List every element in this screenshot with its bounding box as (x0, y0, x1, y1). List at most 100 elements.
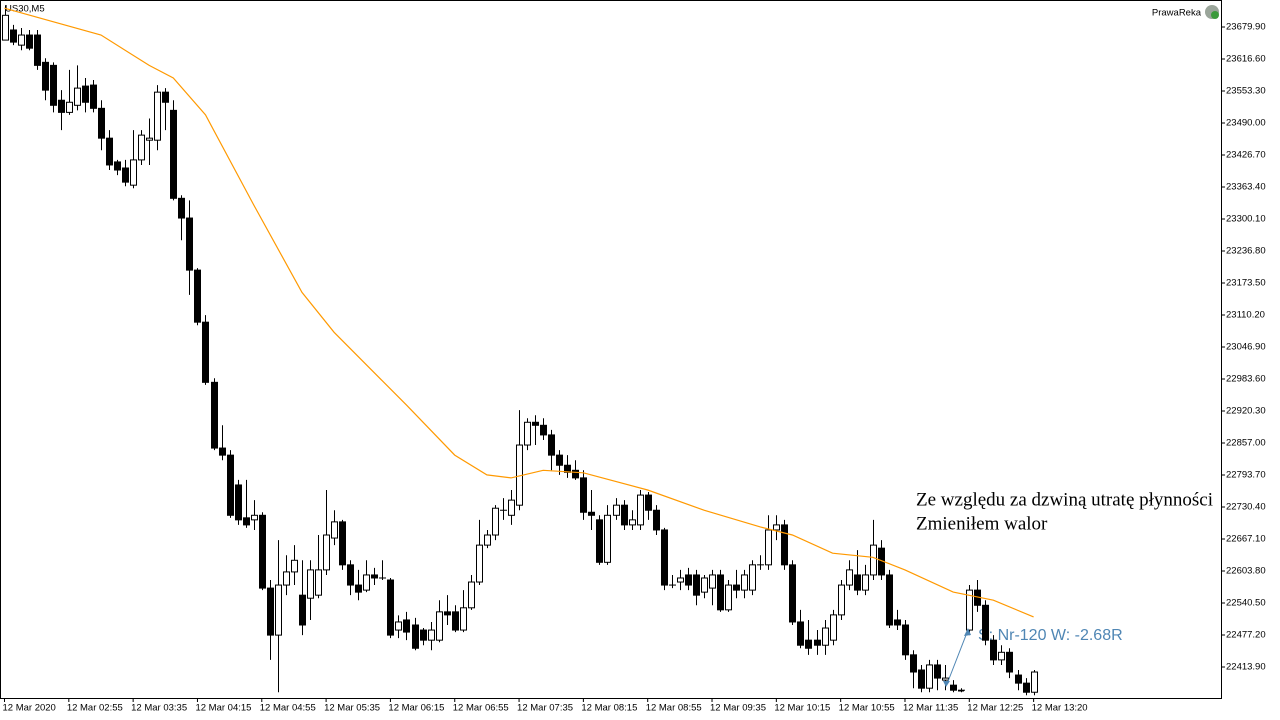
candle-body (10, 29, 17, 43)
candle-body (629, 519, 636, 526)
broker-icon (1205, 5, 1219, 19)
candle-body (235, 484, 242, 521)
candle-body (363, 574, 370, 591)
y-tick-label: 22983.60 (1226, 374, 1266, 385)
candle-body (146, 137, 153, 141)
candle-body (725, 584, 732, 611)
candle-body (894, 619, 901, 626)
candle-body (468, 581, 475, 609)
candle-body (114, 161, 121, 171)
candle-body (202, 321, 209, 383)
trade-arrow (943, 628, 971, 692)
candle-body (138, 134, 145, 161)
candle-body (492, 507, 499, 536)
candle-body (211, 381, 218, 449)
candle-body (82, 85, 89, 103)
candle-body (789, 564, 796, 623)
candle-body (548, 434, 555, 456)
candle-body (291, 559, 298, 573)
y-tick-label: 22730.40 (1226, 502, 1266, 513)
candle-body (170, 109, 177, 199)
candle-body (653, 509, 660, 531)
trade-label: S: Nr-120 W: -2.68R (978, 627, 1123, 644)
candle-body (90, 84, 97, 109)
candle-body (34, 34, 41, 66)
candle-body (1006, 651, 1013, 673)
candle-body (765, 529, 772, 566)
candle-body (178, 197, 185, 219)
y-tick-label: 23110.20 (1226, 310, 1265, 321)
candle-body (982, 604, 989, 641)
candle-body (685, 574, 692, 586)
candle-body (26, 34, 33, 49)
x-tick-label: 12 Mar 04:15 (195, 703, 251, 714)
candle-body (267, 587, 274, 636)
candle-body (701, 577, 708, 593)
candle-body (621, 504, 628, 526)
candle-body (645, 494, 652, 511)
candle-body (243, 517, 250, 526)
candle-body (709, 574, 716, 589)
candle-body (998, 651, 1005, 661)
candle-body (910, 654, 917, 673)
candle-body (950, 684, 957, 691)
candle-body (1031, 671, 1038, 693)
y-tick-label: 22857.00 (1226, 438, 1266, 449)
candle-body (1023, 682, 1030, 693)
candle-body (886, 574, 893, 626)
candle-body (588, 511, 595, 516)
y-tick-label: 22477.20 (1226, 630, 1266, 641)
x-tick-label: 12 Mar 06:55 (453, 703, 509, 714)
candle-body (371, 574, 378, 579)
candle-body (862, 574, 869, 591)
candle-body (50, 64, 57, 106)
candle-body (580, 477, 587, 513)
candle-body (275, 584, 282, 636)
candle-body (403, 619, 410, 633)
candle-body (966, 589, 973, 631)
candle-body (315, 569, 322, 596)
candle-body (476, 544, 483, 583)
candle-body (556, 454, 563, 466)
candle-body (251, 514, 258, 521)
y-tick-label: 23300.10 (1226, 214, 1266, 225)
candle-body (436, 611, 443, 641)
candle-body (613, 504, 620, 516)
candle-body (990, 639, 997, 661)
candle-body (508, 499, 515, 516)
candle-body (604, 514, 611, 563)
y-tick-label: 23426.70 (1226, 150, 1266, 161)
x-tick-label: 12 Mar 05:35 (324, 703, 380, 714)
symbol-label: US30,M5 (5, 4, 45, 15)
candle-body (154, 91, 161, 141)
x-tick-label: 12 Mar 13:20 (1032, 703, 1088, 714)
candle-body (637, 494, 644, 526)
candle-body (942, 677, 949, 681)
candle-body (918, 669, 925, 689)
candle-body (524, 421, 531, 446)
candle-body (2, 14, 9, 41)
candle-body (42, 61, 49, 91)
candle-body (572, 469, 579, 479)
candle-body (934, 664, 941, 679)
candle-body (259, 514, 266, 589)
candle-body (822, 627, 829, 646)
candle-body (1015, 674, 1022, 684)
candle-body (540, 424, 547, 436)
annotation: Ze względu za dzwiną utratę płynności (916, 489, 1213, 510)
candle-body (412, 624, 419, 649)
candle-body (805, 639, 812, 649)
y-tick-label: 23679.90 (1226, 22, 1266, 33)
y-tick-label: 22603.80 (1226, 566, 1266, 577)
candle-body (781, 524, 788, 566)
x-tick-label: 12 Mar 02:55 (67, 703, 123, 714)
moving-average (4, 7, 1034, 618)
x-tick-label: 12 Mar 06:15 (388, 703, 444, 714)
y-tick-label: 22793.70 (1226, 470, 1266, 481)
candle-body (355, 584, 362, 593)
x-tick-label: 12 Mar 09:35 (710, 703, 766, 714)
candle-body (98, 107, 105, 139)
candle-body (18, 34, 25, 46)
